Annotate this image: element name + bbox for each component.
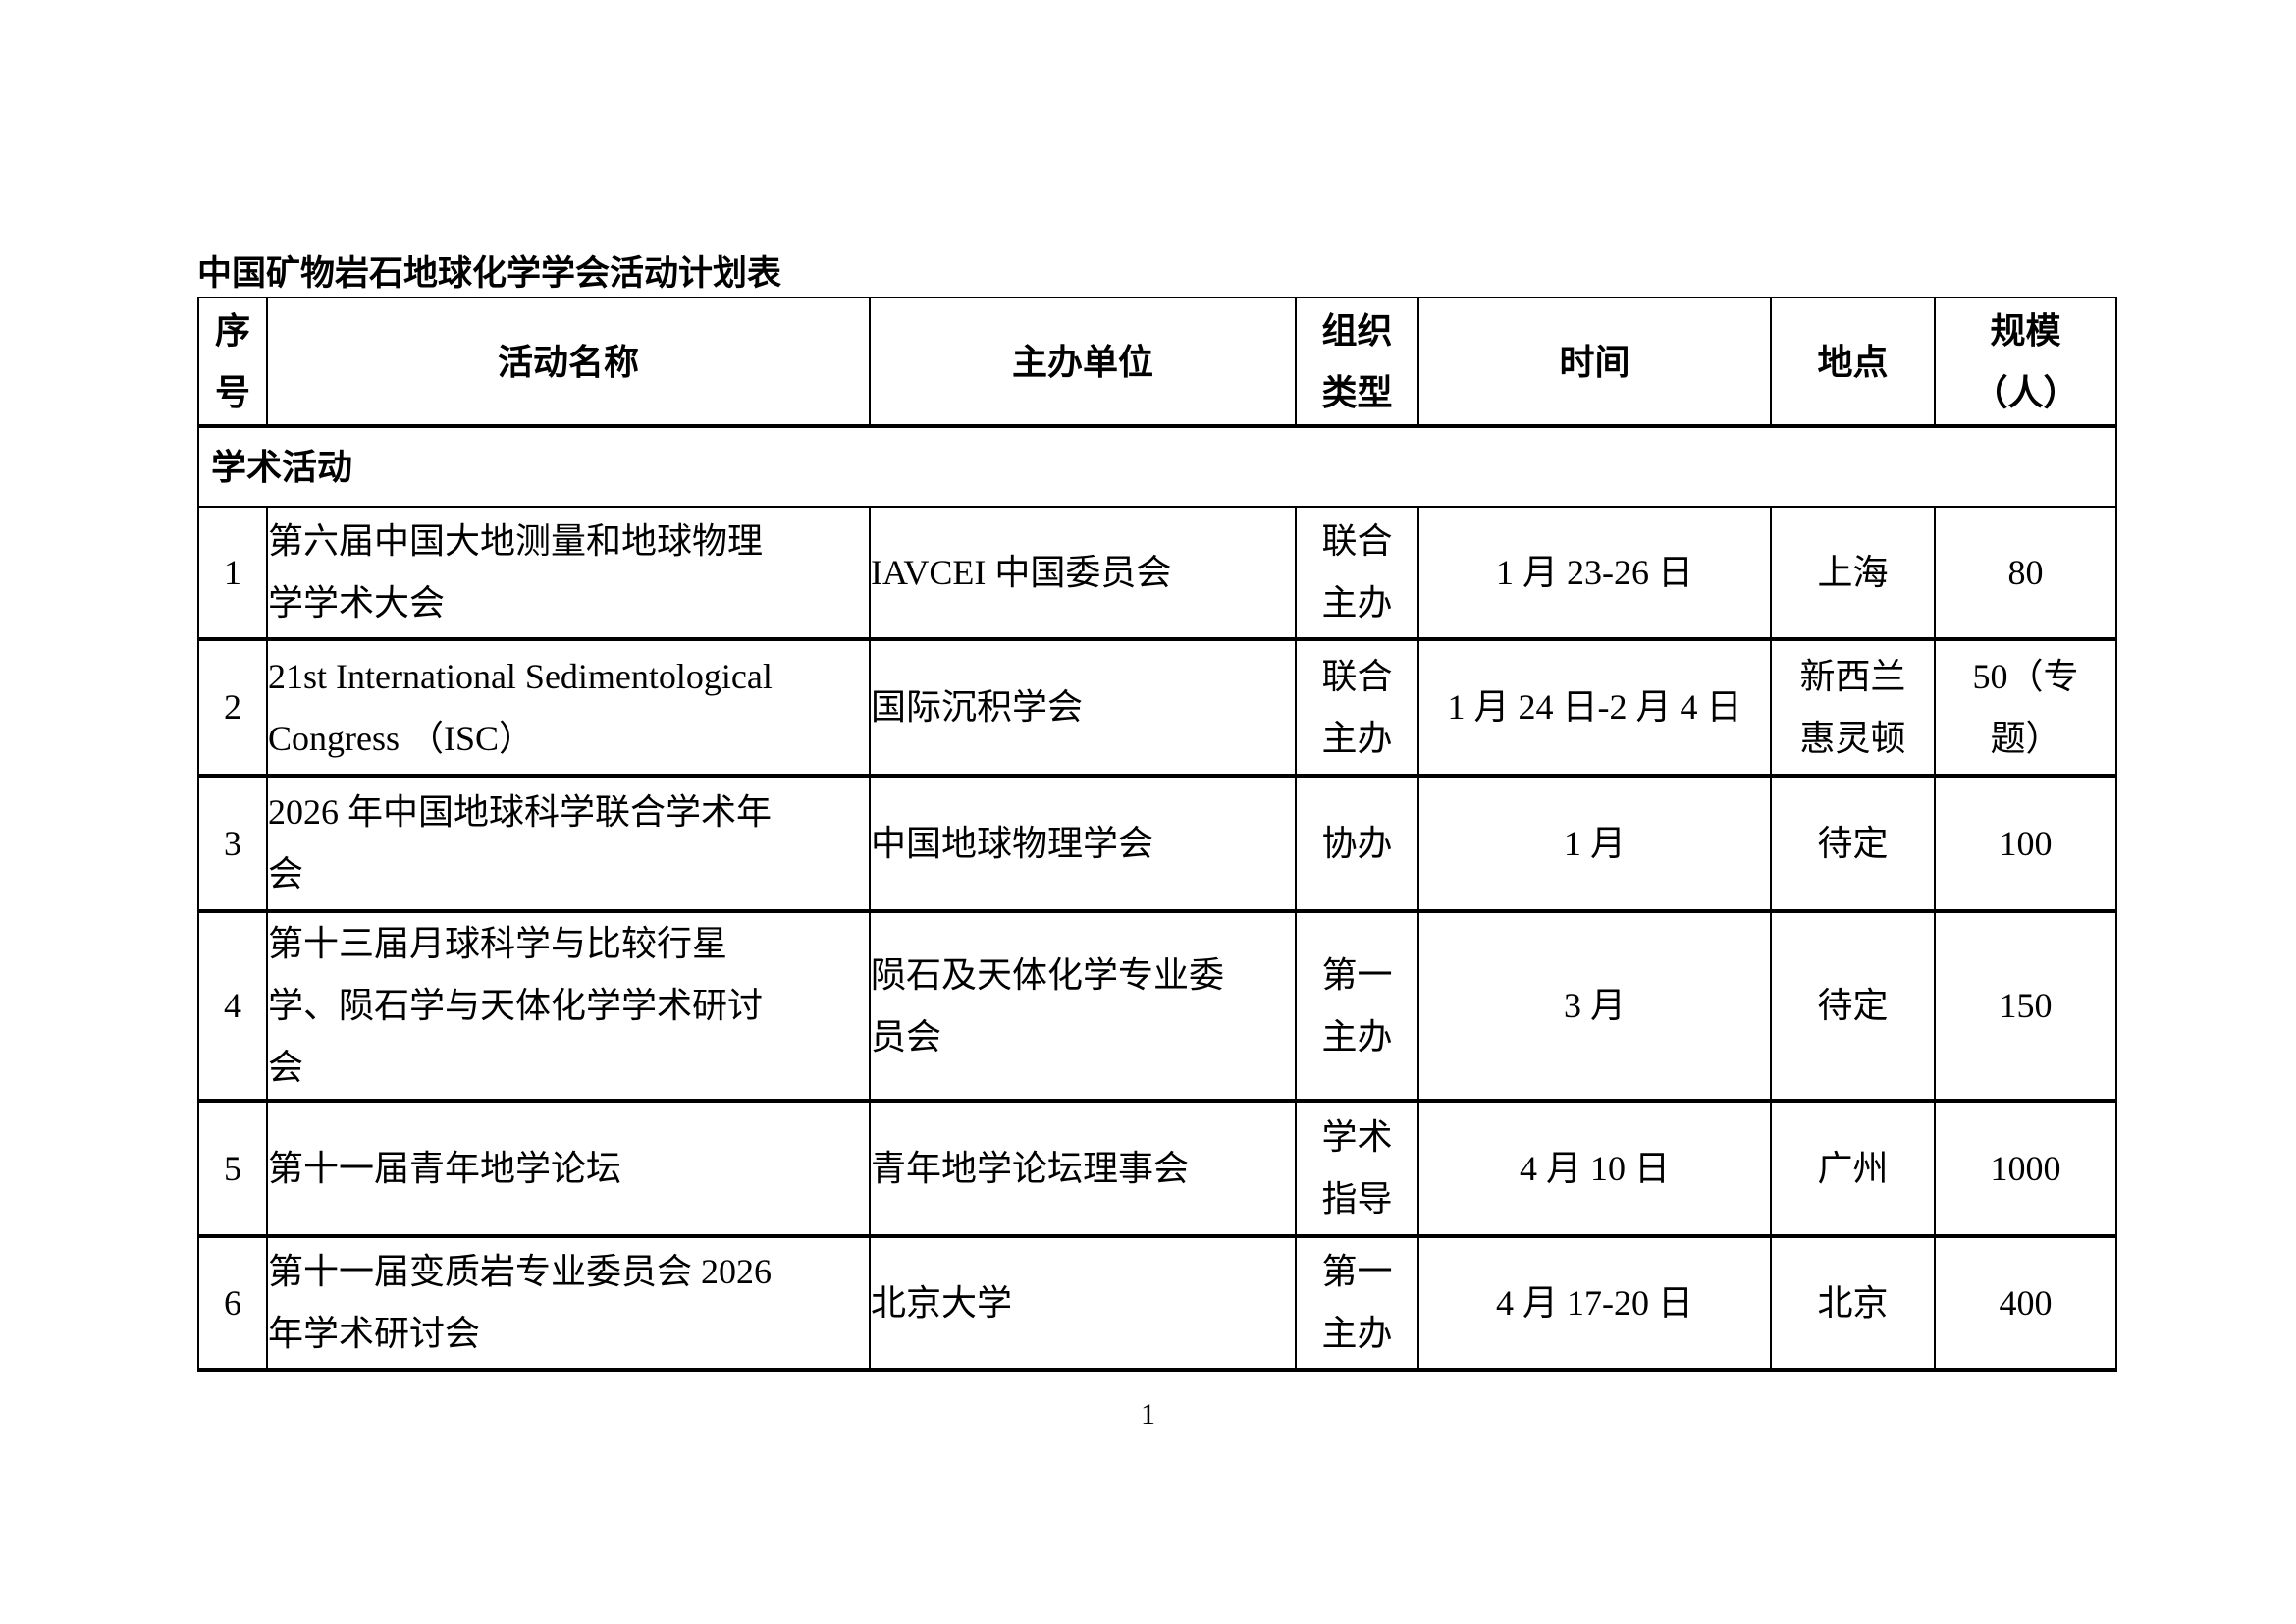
table-row: 1 第六届中国大地测量和地球物理 学学术大会 IAVCEI 中国委员会 联合 主… xyxy=(197,506,2117,641)
header-cell-organizer: 主办单位 xyxy=(869,297,1297,428)
cell-activity-name: 2026 年中国地球科学联合学术年 会 xyxy=(266,775,871,913)
cell-organizer: 陨石及天体化学专业委 员会 xyxy=(869,910,1297,1103)
table-row: 4 第十三届月球科学与比较行星 学、陨石学与天体化学学术研讨 会 陨石及天体化学… xyxy=(197,910,2117,1103)
cell-scale: 150 xyxy=(1934,910,2117,1103)
cell-index: 4 xyxy=(197,910,268,1103)
page-title: 中国矿物岩石地球化学学会活动计划表 xyxy=(197,254,782,293)
table-row: 3 2026 年中国地球科学联合学术年 会 中国地球物理学会 协办 1 月 待定… xyxy=(197,775,2117,913)
cell-scale: 80 xyxy=(1934,506,2117,641)
cell-organizer: 北京大学 xyxy=(869,1235,1297,1372)
cell-scale: 1000 xyxy=(1934,1100,2117,1238)
cell-time: 1 月 xyxy=(1417,775,1772,913)
cell-org-type: 联合 主办 xyxy=(1295,506,1419,641)
table-row: 5 第十一届青年地学论坛 青年地学论坛理事会 学术 指导 4 月 10 日 广州… xyxy=(197,1100,2117,1238)
header-cell-scale: 规模 （人） xyxy=(1934,297,2117,428)
cell-location: 待定 xyxy=(1770,910,1936,1103)
cell-time: 1 月 23-26 日 xyxy=(1417,506,1772,641)
page-number: 1 xyxy=(1141,1398,1155,1431)
cell-org-type: 第一 主办 xyxy=(1295,1235,1419,1372)
cell-organizer: 中国地球物理学会 xyxy=(869,775,1297,913)
cell-org-type: 第一 主办 xyxy=(1295,910,1419,1103)
cell-index: 3 xyxy=(197,775,268,913)
cell-location: 上海 xyxy=(1770,506,1936,641)
cell-scale: 100 xyxy=(1934,775,2117,913)
cell-org-type: 协办 xyxy=(1295,775,1419,913)
cell-activity-name: 第六届中国大地测量和地球物理 学学术大会 xyxy=(266,506,871,641)
cell-scale: 50（专 题） xyxy=(1934,638,2117,778)
cell-organizer: 青年地学论坛理事会 xyxy=(869,1100,1297,1238)
cell-location: 新西兰 惠灵顿 xyxy=(1770,638,1936,778)
table-row: 6 第十一届变质岩专业委员会 2026 年学术研讨会 北京大学 第一 主办 4 … xyxy=(197,1235,2117,1372)
table-row: 2 21st International Sedimentological Co… xyxy=(197,638,2117,778)
cell-location: 广州 xyxy=(1770,1100,1936,1238)
section-row: 学术活动 xyxy=(197,425,2117,508)
header-cell-location: 地点 xyxy=(1770,297,1936,428)
header-cell-org-type: 组织 类型 xyxy=(1295,297,1419,428)
cell-activity-name: 第十一届青年地学论坛 xyxy=(266,1100,871,1238)
cell-index: 2 xyxy=(197,638,268,778)
cell-org-type: 学术 指导 xyxy=(1295,1100,1419,1238)
cell-location: 北京 xyxy=(1770,1235,1936,1372)
cell-activity-name: 第十三届月球科学与比较行星 学、陨石学与天体化学学术研讨 会 xyxy=(266,910,871,1103)
cell-time: 1 月 24 日-2 月 4 日 xyxy=(1417,638,1772,778)
cell-org-type: 联合 主办 xyxy=(1295,638,1419,778)
header-cell-index: 序 号 xyxy=(197,297,268,428)
cell-organizer: IAVCEI 中国委员会 xyxy=(869,506,1297,641)
cell-index: 5 xyxy=(197,1100,268,1238)
table-header-row: 序 号 活动名称 主办单位 组织 类型 时间 地点 规模 （人） xyxy=(197,297,2117,428)
cell-location: 待定 xyxy=(1770,775,1936,913)
section-label: 学术活动 xyxy=(197,425,2117,508)
cell-index: 1 xyxy=(197,506,268,641)
header-cell-activity: 活动名称 xyxy=(266,297,871,428)
cell-time: 4 月 10 日 xyxy=(1417,1100,1772,1238)
activity-plan-table: 序 号 活动名称 主办单位 组织 类型 时间 地点 规模 （人） 学术活动 1 … xyxy=(197,297,2117,1372)
cell-index: 6 xyxy=(197,1235,268,1372)
header-cell-time: 时间 xyxy=(1417,297,1772,428)
cell-activity-name: 第十一届变质岩专业委员会 2026 年学术研讨会 xyxy=(266,1235,871,1372)
cell-organizer: 国际沉积学会 xyxy=(869,638,1297,778)
cell-time: 3 月 xyxy=(1417,910,1772,1103)
cell-activity-name: 21st International Sedimentological Cong… xyxy=(266,638,871,778)
cell-scale: 400 xyxy=(1934,1235,2117,1372)
cell-time: 4 月 17-20 日 xyxy=(1417,1235,1772,1372)
